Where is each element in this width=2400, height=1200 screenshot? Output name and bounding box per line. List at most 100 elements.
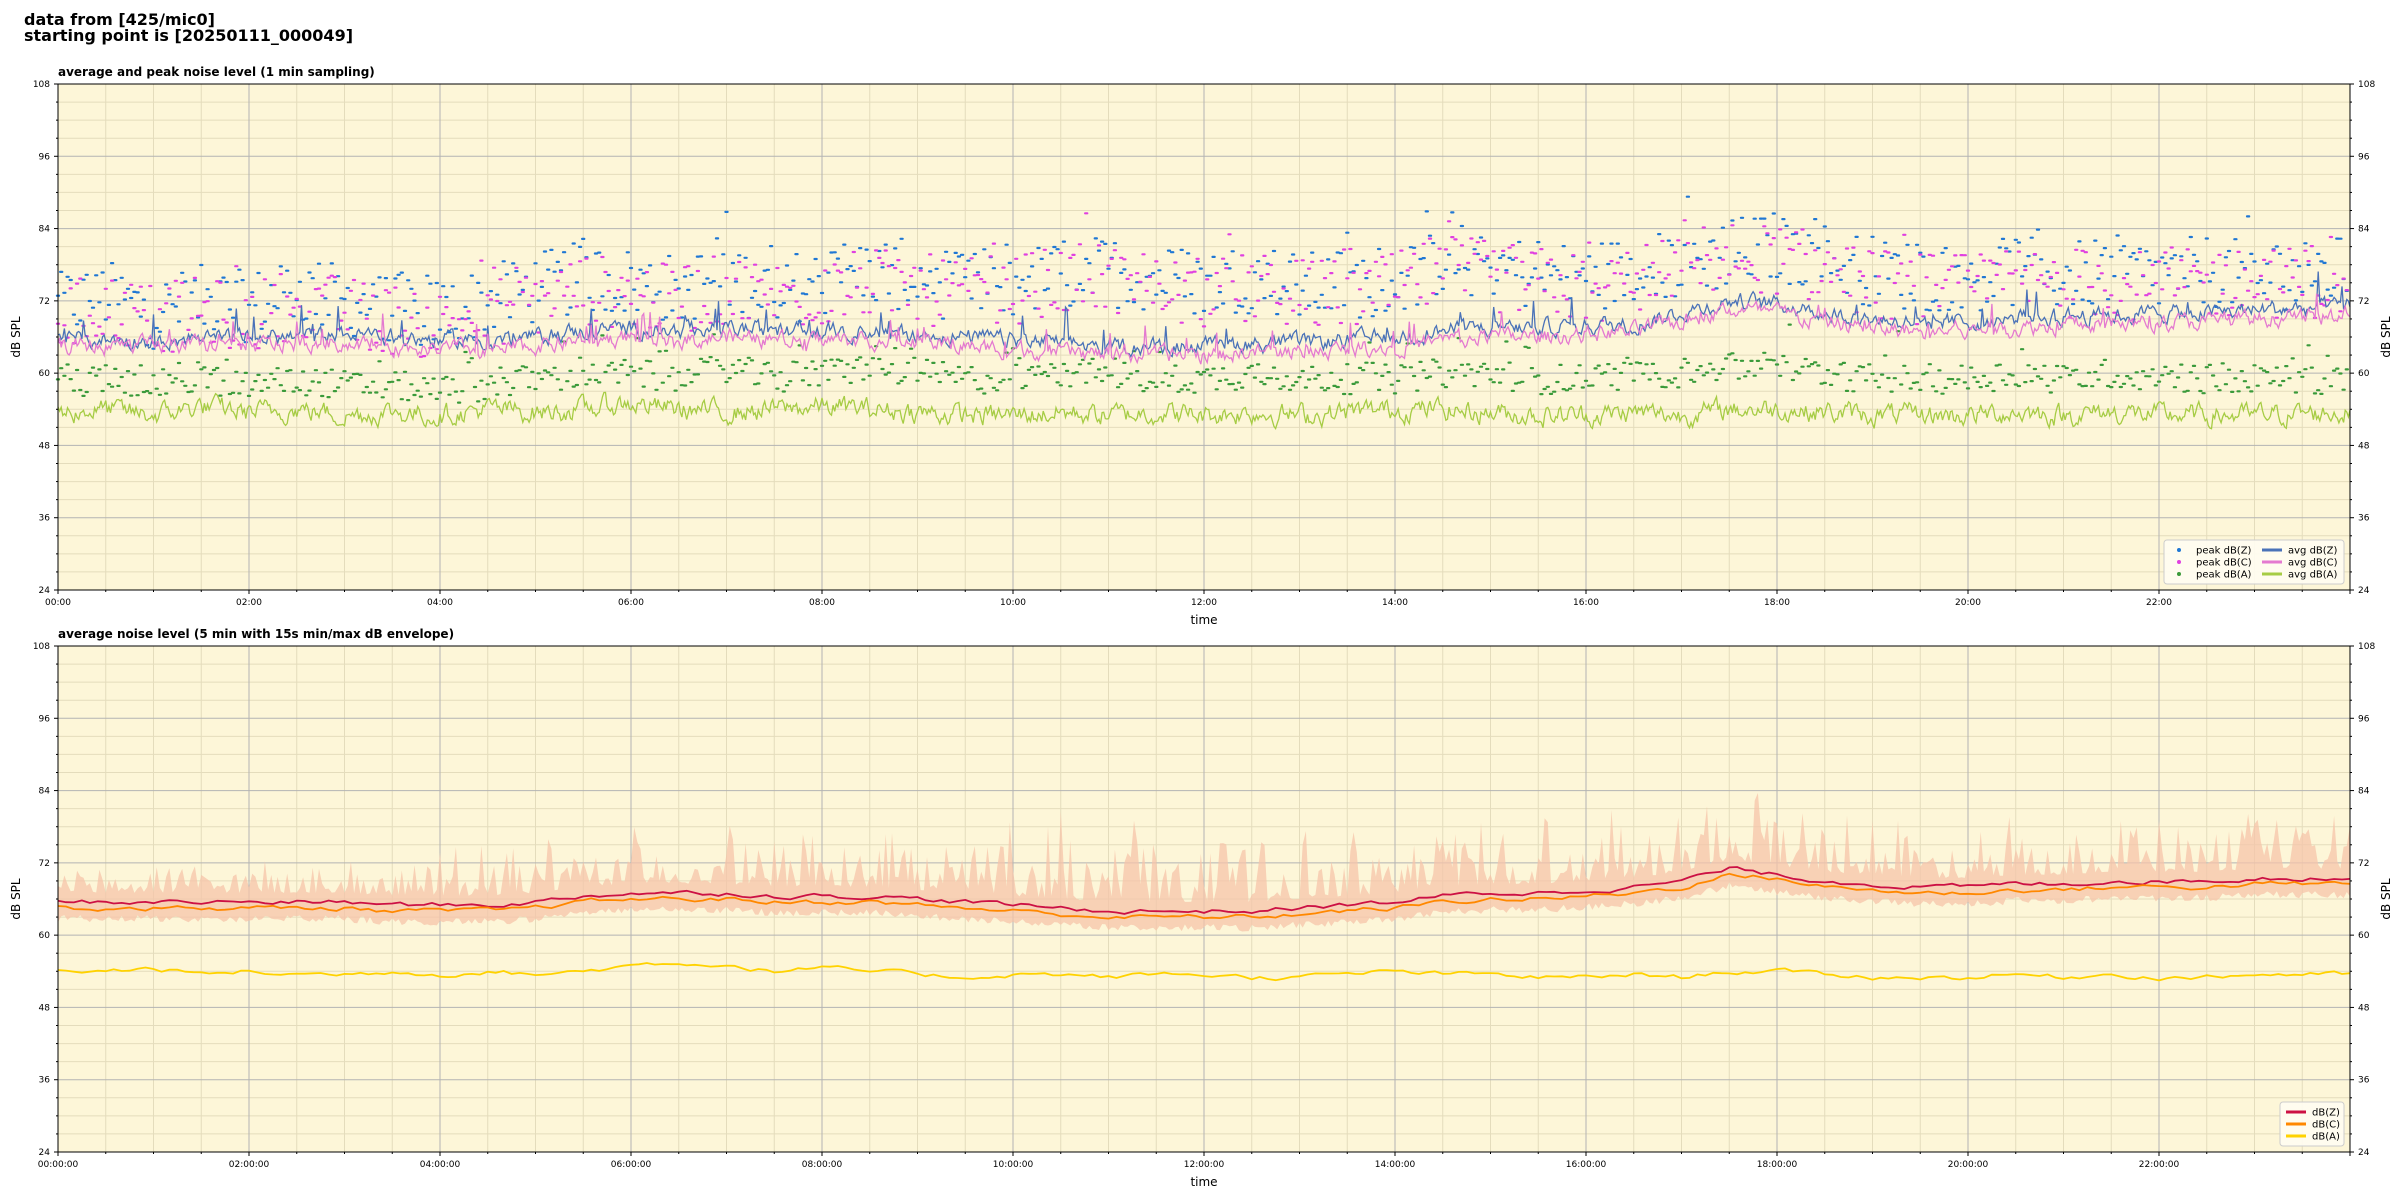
legend-marker [2177, 548, 2181, 552]
y-axis-label-right: dB SPL [2379, 316, 2393, 358]
x-tick-label: 12:00:00 [1184, 1160, 1225, 1170]
x-tick-label: 20:00 [1955, 598, 1981, 608]
y-tick-label: 96 [39, 714, 51, 724]
legend-item: avg dB(A) [2262, 570, 2338, 581]
y-tick-label: 84 [39, 225, 51, 235]
y-tick-label: 60 [2358, 369, 2370, 379]
x-tick-label: 18:00:00 [1757, 1160, 1798, 1170]
series-avg-db-c- [57, 293, 2351, 365]
chart-title: average and peak noise level (1 min samp… [58, 65, 375, 79]
chart-title: average noise level (5 min with 15s min/… [58, 627, 454, 641]
series-db-c- [57, 872, 2351, 920]
series-line [57, 872, 2351, 920]
legend-item: peak dB(A) [2177, 570, 2252, 581]
y-tick-label: 24 [2358, 1148, 2370, 1158]
y-tick-label: 48 [39, 1003, 51, 1013]
series-avg-db-z- [57, 271, 2351, 358]
legend-item: avg dB(Z) [2262, 546, 2338, 557]
y-tick-label: 36 [2358, 1076, 2370, 1086]
legend-label: dB(A) [2312, 1132, 2340, 1143]
series-db-a- [57, 962, 2351, 982]
x-tick-label: 00:00 [45, 598, 71, 608]
series-line [57, 962, 2351, 982]
y-tick-label: 48 [39, 441, 51, 451]
y-tick-label: 24 [39, 586, 51, 596]
series-line [57, 293, 2351, 365]
legend-marker [2177, 560, 2181, 564]
start-point-header: starting point is [20250111_000049] [24, 26, 354, 45]
source-header: data from [425/mic0] [24, 10, 215, 29]
x-tick-label: 18:00 [1764, 598, 1790, 608]
y-tick-label: 60 [39, 931, 51, 941]
y-tick-label: 84 [2358, 787, 2370, 797]
x-tick-label: 02:00 [236, 598, 262, 608]
y-tick-label: 36 [2358, 514, 2370, 524]
legend-item: dB(C) [2286, 1120, 2340, 1131]
x-tick-label: 20:00:00 [1948, 1160, 1989, 1170]
legend-label: peak dB(A) [2196, 570, 2252, 581]
legend-label: avg dB(C) [2288, 558, 2338, 569]
legend-item: dB(A) [2286, 1132, 2340, 1143]
y-axis-label: dB SPL [9, 316, 23, 358]
envelope-area [58, 793, 2350, 932]
y-tick-label: 36 [39, 514, 51, 524]
x-tick-label: 16:00 [1573, 598, 1599, 608]
y-tick-label: 36 [39, 1076, 51, 1086]
y-axis-label: dB SPL [9, 878, 23, 920]
x-tick-label: 14:00:00 [1375, 1160, 1416, 1170]
legend-item: avg dB(C) [2262, 558, 2338, 569]
y-tick-label: 60 [39, 369, 51, 379]
legend-marker [2177, 572, 2181, 576]
legend-label: peak dB(C) [2196, 558, 2252, 569]
series-line [57, 391, 2351, 431]
y-tick-label: 96 [2358, 152, 2370, 162]
legend-label: avg dB(Z) [2288, 546, 2338, 557]
x-tick-label: 22:00:00 [2139, 1160, 2180, 1170]
x-axis-label: time [1190, 1175, 1217, 1189]
legend: dB(Z)dB(C)dB(A) [2279, 1101, 2345, 1147]
legend-box [2163, 539, 2345, 585]
x-tick-label: 12:00 [1191, 598, 1217, 608]
legend-item: peak dB(C) [2177, 558, 2252, 569]
legend-item: dB(Z) [2286, 1108, 2340, 1119]
series-line [57, 271, 2351, 358]
y-tick-label: 96 [39, 152, 51, 162]
x-tick-label: 10:00:00 [993, 1160, 1034, 1170]
legend-label: dB(C) [2312, 1120, 2340, 1131]
y-tick-label: 108 [33, 642, 50, 652]
chart-1: 24 24 36 36 48 48 60 60 72 72 84 84 96 96 108 108 00:00 0… [9, 65, 2393, 627]
x-tick-label: 10:00 [1000, 598, 1026, 608]
x-tick-label: 02:00:00 [229, 1160, 270, 1170]
x-tick-label: 04:00 [427, 598, 453, 608]
x-tick-label: 22:00 [2146, 598, 2172, 608]
y-tick-label: 84 [2358, 225, 2370, 235]
legend-label: dB(Z) [2312, 1108, 2340, 1119]
x-tick-label: 14:00 [1382, 598, 1408, 608]
legend: peak dB(Z)peak dB(C)peak dB(A)avg dB(Z)a… [2163, 539, 2345, 585]
y-axis-label-right: dB SPL [2379, 878, 2393, 920]
x-tick-label: 06:00 [618, 598, 644, 608]
x-tick-label: 04:00:00 [420, 1160, 461, 1170]
y-tick-label: 24 [39, 1148, 51, 1158]
x-axis-label: time [1190, 613, 1217, 627]
y-tick-label: 96 [2358, 714, 2370, 724]
data-layer [57, 793, 2351, 982]
legend-label: avg dB(A) [2288, 570, 2338, 581]
ticks [54, 645, 2354, 1156]
legend-label: peak dB(Z) [2196, 546, 2252, 557]
y-tick-label: 48 [2358, 441, 2370, 451]
y-tick-label: 72 [2358, 297, 2369, 307]
y-tick-label: 108 [2358, 642, 2375, 652]
legend-item: peak dB(Z) [2177, 546, 2252, 557]
x-tick-label: 16:00:00 [1566, 1160, 1607, 1170]
x-tick-label: 08:00:00 [802, 1160, 843, 1170]
x-tick-label: 08:00 [809, 598, 835, 608]
y-tick-label: 60 [2358, 931, 2370, 941]
y-tick-label: 24 [2358, 586, 2370, 596]
envelope [58, 793, 2350, 932]
series-line [57, 866, 2351, 915]
y-tick-label: 108 [33, 80, 50, 90]
y-tick-label: 72 [2358, 859, 2369, 869]
ticks [54, 83, 2354, 594]
